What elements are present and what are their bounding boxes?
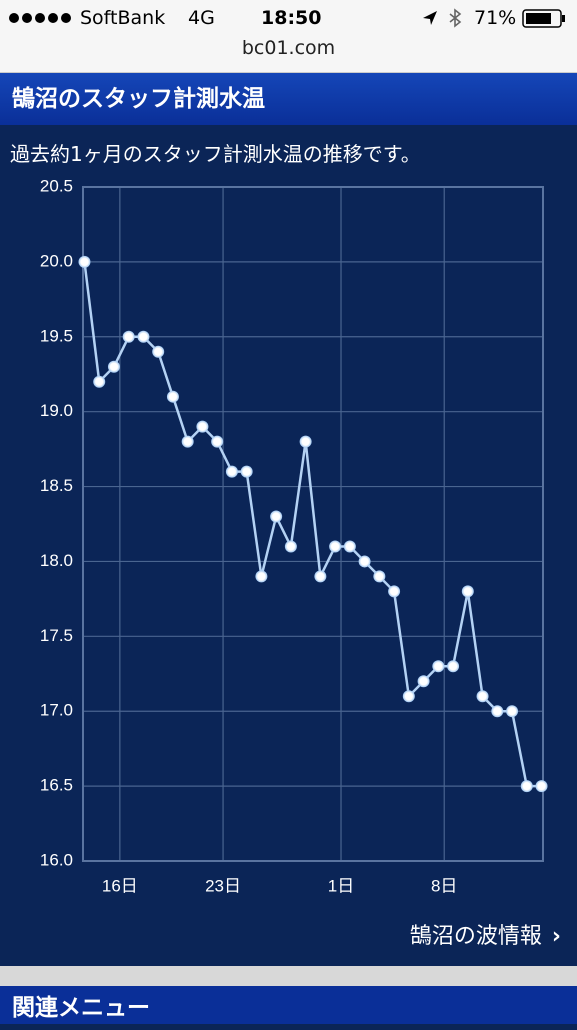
data-point	[461, 585, 474, 598]
status-icons	[423, 8, 462, 28]
data-point	[78, 255, 91, 268]
clock: 18:50	[261, 7, 322, 29]
data-point	[166, 390, 179, 403]
data-point	[211, 435, 224, 448]
chart: 16.0 16.5 17.0 17.5 18.0 18.5 19.0 19.5 20.0 20.5…	[40, 176, 548, 895]
data-point	[329, 540, 342, 553]
data-point	[240, 465, 253, 478]
x-tick-label: 16日	[102, 876, 138, 895]
y-tick-label: 17.0	[40, 701, 73, 720]
y-tick-label: 20.5	[40, 176, 73, 195]
data-point	[491, 705, 504, 718]
status-bar: SoftBank 4G 18:50 71% bc01.com	[0, 0, 577, 73]
data-point	[299, 435, 312, 448]
link-text[interactable]: 鵠沼の波情報	[409, 924, 542, 949]
data-point	[152, 345, 165, 358]
data-point	[196, 420, 209, 433]
section-header: 鵠沼のスタッフ計測水温	[0, 73, 577, 125]
data-point	[520, 780, 533, 793]
data-point	[388, 585, 401, 598]
y-tick-label: 16.0	[40, 850, 73, 869]
data-point	[417, 675, 430, 688]
network: 4G	[188, 7, 215, 29]
x-tick-label: 23日	[205, 876, 241, 895]
data-point	[402, 690, 415, 703]
x-tick-label: 1日	[328, 876, 354, 895]
y-tick-label: 18.0	[40, 551, 73, 570]
data-line	[83, 261, 542, 788]
x-tick-label: 8日	[431, 876, 457, 895]
y-tick-label: 19.5	[40, 326, 73, 345]
plot-frame	[82, 186, 544, 862]
y-tick-label: 20.0	[40, 251, 73, 270]
wave-info-link[interactable]: 鵠沼の波情報 ›	[410, 918, 561, 950]
data-point	[314, 570, 327, 583]
battery-level: 71%	[474, 7, 517, 29]
y-tick-label: 18.5	[40, 476, 73, 495]
data-point	[255, 570, 268, 583]
related-header: 関連メニュー	[0, 986, 577, 1024]
data-point	[122, 330, 135, 343]
data-point	[225, 465, 238, 478]
data-point	[358, 555, 371, 568]
description: 過去約1ヶ月のスタッフ計測水温の推移です。	[10, 142, 421, 166]
data-point	[476, 690, 489, 703]
y-tick-label: 16.5	[40, 776, 73, 795]
data-point	[506, 705, 519, 718]
data-point	[535, 780, 548, 793]
data-point	[373, 570, 386, 583]
carrier: SoftBank	[80, 7, 166, 29]
data-point	[447, 660, 460, 673]
data-point	[343, 540, 356, 553]
data-point	[284, 540, 297, 553]
data-point	[137, 330, 150, 343]
battery-icon	[522, 9, 565, 28]
separator	[0, 966, 577, 986]
y-tick-label: 17.5	[40, 626, 73, 645]
signal-dots	[9, 13, 71, 23]
data-point	[93, 375, 106, 388]
chevron: ›	[551, 924, 561, 949]
url[interactable]: bc01.com	[241, 37, 336, 59]
y-tick-label: 19.0	[40, 401, 73, 420]
data-point	[107, 360, 120, 373]
data-point	[432, 660, 445, 673]
data-point	[270, 510, 283, 523]
data-point	[181, 435, 194, 448]
